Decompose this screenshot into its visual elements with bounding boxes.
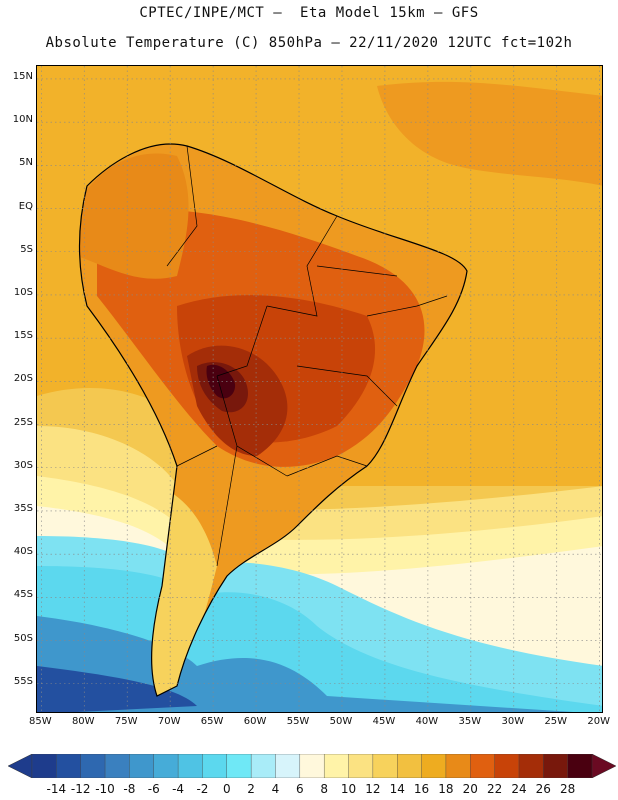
legend-swatch — [202, 754, 228, 778]
latitude-label: 5S — [20, 243, 33, 255]
legend-label: 0 — [222, 782, 231, 796]
legend-swatch — [567, 754, 593, 778]
legend-label: 28 — [560, 782, 576, 796]
legend-label: -6 — [147, 782, 160, 796]
title-line-1: CPTEC/INPE/MCT – Eta Model 15km – GFS — [139, 5, 479, 21]
latitude-label: 5N — [19, 157, 33, 169]
legend-swatch — [372, 754, 398, 778]
legend-swatch — [177, 754, 204, 778]
legend-swatch — [226, 754, 252, 778]
title-line-2: Absolute Temperature (C) 850hPa – 22/11/… — [45, 35, 573, 51]
latitude-label: 20S — [13, 373, 33, 385]
legend-swatch — [494, 754, 520, 778]
legend-label: -2 — [196, 782, 209, 796]
legend-label: 12 — [365, 782, 381, 796]
longitude-label: 85W — [28, 716, 52, 727]
zone-20-ne — [377, 81, 602, 186]
latitude-label: 15N — [12, 70, 33, 82]
legend-label: 6 — [295, 782, 304, 796]
legend-swatch — [470, 754, 496, 778]
longitude-label: 40W — [415, 716, 439, 727]
legend-swatch — [31, 754, 58, 778]
legend-label: 8 — [320, 782, 328, 796]
legend-swatch — [445, 754, 471, 778]
latitude-label: EQ — [18, 200, 33, 212]
legend-label: 24 — [511, 782, 527, 796]
legend-label: -4 — [172, 782, 185, 796]
latitude-label: 50S — [13, 632, 33, 644]
longitude-label: 20W — [587, 716, 611, 727]
longitude-label: 80W — [71, 716, 95, 727]
legend-swatch — [299, 754, 325, 778]
legend-swatch — [323, 754, 350, 778]
legend-label: 14 — [389, 782, 405, 796]
legend-swatch — [348, 754, 374, 778]
temperature-map — [36, 65, 603, 713]
legend-label: 26 — [535, 782, 551, 796]
legend-label: 22 — [486, 782, 503, 796]
country-borders — [166, 145, 448, 567]
latitude-label: 40S — [13, 546, 33, 558]
legend-swatch — [153, 754, 179, 778]
legend-label: -10 — [95, 782, 115, 796]
legend-label: 18 — [438, 782, 454, 796]
legend-label: -14 — [46, 782, 67, 796]
longitude-label: 60W — [243, 716, 267, 727]
latitude-label: 45S — [13, 589, 33, 601]
longitude-label: 70W — [157, 716, 181, 727]
legend-label: 10 — [340, 782, 357, 796]
zone-cold-d — [37, 666, 197, 712]
legend-label: 16 — [413, 782, 430, 796]
latitude-label: 10S — [13, 286, 33, 298]
longitude-label: 50W — [329, 716, 353, 727]
latitude-label: 25S — [13, 416, 33, 428]
legend-swatch — [129, 754, 155, 778]
legend-swatch — [56, 754, 82, 778]
legend-swatch — [250, 754, 277, 778]
legend-arrow-min — [8, 754, 33, 778]
legend-label: 2 — [247, 782, 255, 796]
latitude-label: 10N — [12, 114, 33, 126]
legend-label: -8 — [123, 782, 136, 796]
legend-arrow-max — [591, 754, 616, 778]
longitude-label: 30W — [501, 716, 525, 727]
legend-label: -12 — [70, 782, 91, 796]
longitude-label: 75W — [114, 716, 138, 727]
legend-label: 4 — [271, 782, 280, 796]
graticule — [37, 66, 602, 712]
legend-swatch — [543, 754, 569, 778]
latitude-label: 15S — [13, 330, 33, 342]
latitude-label: 55S — [13, 675, 33, 687]
longitude-label: 65W — [200, 716, 224, 727]
color-legend-bar — [8, 754, 616, 778]
longitude-label: 25W — [544, 716, 568, 727]
longitude-label: 35W — [458, 716, 482, 727]
legend-swatch — [80, 754, 106, 778]
legend-swatch — [104, 754, 131, 778]
latitude-label: 35S — [13, 502, 33, 514]
longitude-label: 45W — [372, 716, 396, 727]
legend-swatch — [421, 754, 447, 778]
legend-label: 20 — [462, 782, 478, 796]
longitude-label: 55W — [286, 716, 310, 727]
legend-swatch — [518, 754, 545, 778]
legend-swatch — [275, 754, 301, 778]
legend-swatch — [397, 754, 423, 778]
latitude-label: 30S — [13, 459, 33, 471]
